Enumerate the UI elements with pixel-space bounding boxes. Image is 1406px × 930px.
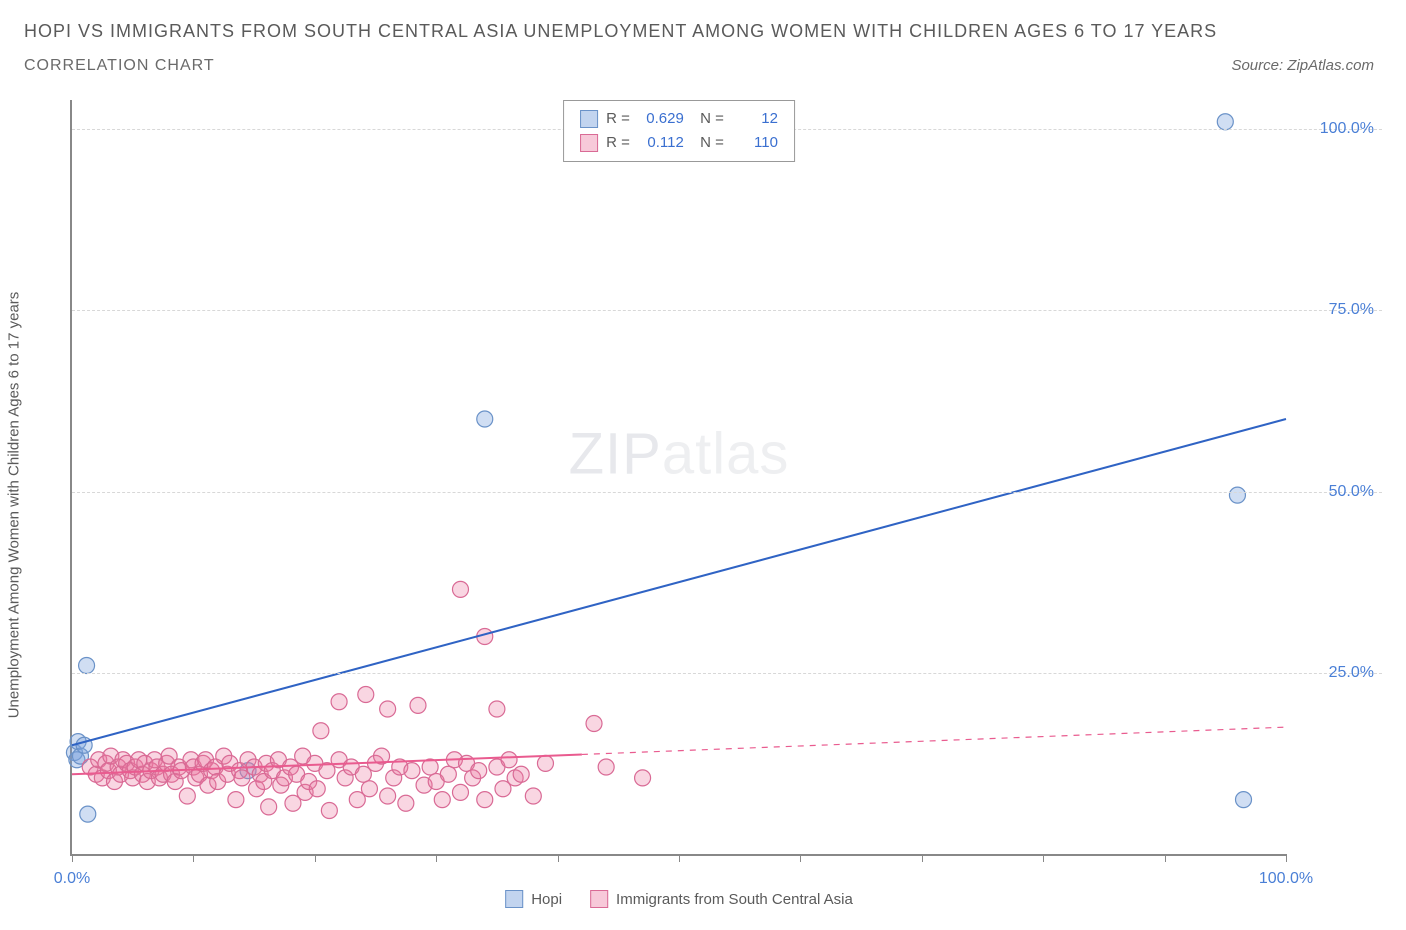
- swatch-pink-icon: [580, 134, 598, 152]
- x-tick: [679, 854, 680, 862]
- x-tick: [72, 854, 73, 862]
- data-point: [1217, 114, 1233, 130]
- gridline: [72, 492, 1382, 493]
- y-axis-label: Unemployment Among Women with Children A…: [6, 292, 23, 719]
- source-attribution: Source: ZipAtlas.com: [1231, 57, 1382, 74]
- stat-r-value-hopi: 0.629: [638, 107, 684, 131]
- x-tick-label: 100.0%: [1259, 870, 1313, 888]
- chart-subtitle: CORRELATION CHART: [24, 57, 215, 75]
- data-point: [321, 803, 337, 819]
- x-tick: [436, 854, 437, 862]
- data-point: [525, 788, 541, 804]
- data-point: [1229, 487, 1245, 503]
- legend-label-immigrants: Immigrants from South Central Asia: [616, 891, 853, 908]
- stat-n-value-immigrants: 110: [732, 131, 778, 155]
- legend-item-immigrants: Immigrants from South Central Asia: [590, 890, 853, 908]
- data-point: [309, 781, 325, 797]
- data-point: [440, 766, 456, 782]
- data-point: [598, 759, 614, 775]
- data-point: [228, 792, 244, 808]
- x-tick: [1043, 854, 1044, 862]
- x-tick: [558, 854, 559, 862]
- stat-r-label: R =: [606, 131, 630, 155]
- data-point: [635, 770, 651, 786]
- chart-header: HOPI VS IMMIGRANTS FROM SOUTH CENTRAL AS…: [0, 0, 1406, 75]
- legend-item-hopi: Hopi: [505, 890, 562, 908]
- x-tick: [315, 854, 316, 862]
- data-point: [477, 792, 493, 808]
- x-tick: [922, 854, 923, 862]
- trend-line-dashed: [582, 727, 1286, 754]
- swatch-pink-icon: [590, 890, 608, 908]
- plot-region: R = 0.629 N = 12 R = 0.112 N = 110 ZIPat…: [70, 100, 1286, 856]
- stats-row-hopi: R = 0.629 N = 12: [580, 107, 778, 131]
- x-tick: [1165, 854, 1166, 862]
- stat-n-label: N =: [692, 131, 724, 155]
- data-point: [434, 792, 450, 808]
- x-tick: [193, 854, 194, 862]
- data-point: [380, 701, 396, 717]
- data-point: [586, 716, 602, 732]
- chart-area: Unemployment Among Women with Children A…: [24, 100, 1382, 910]
- legend-label-hopi: Hopi: [531, 891, 562, 908]
- data-point: [404, 763, 420, 779]
- bottom-legend: Hopi Immigrants from South Central Asia: [505, 890, 853, 908]
- data-point: [489, 701, 505, 717]
- data-point: [513, 766, 529, 782]
- stat-r-value-immigrants: 0.112: [638, 131, 684, 155]
- stat-r-label: R =: [606, 107, 630, 131]
- data-point: [261, 799, 277, 815]
- data-point: [313, 723, 329, 739]
- data-point: [358, 687, 374, 703]
- data-point: [380, 788, 396, 804]
- data-point: [1236, 792, 1252, 808]
- y-tick-label: 50.0%: [1329, 483, 1374, 501]
- x-tick-label: 0.0%: [54, 870, 90, 888]
- x-tick: [1286, 854, 1287, 862]
- data-point: [471, 763, 487, 779]
- y-tick-label: 100.0%: [1320, 120, 1374, 138]
- data-point: [501, 752, 517, 768]
- gridline: [72, 310, 1382, 311]
- stats-row-immigrants: R = 0.112 N = 110: [580, 131, 778, 155]
- data-point: [361, 781, 377, 797]
- chart-title: HOPI VS IMMIGRANTS FROM SOUTH CENTRAL AS…: [24, 18, 1382, 45]
- swatch-blue-icon: [505, 890, 523, 908]
- data-point: [537, 755, 553, 771]
- data-point: [79, 658, 95, 674]
- data-point: [410, 697, 426, 713]
- data-point: [477, 411, 493, 427]
- x-tick: [800, 854, 801, 862]
- data-point: [452, 581, 468, 597]
- swatch-blue-icon: [580, 110, 598, 128]
- data-point: [452, 784, 468, 800]
- data-point: [398, 795, 414, 811]
- stat-n-label: N =: [692, 107, 724, 131]
- data-point: [80, 806, 96, 822]
- data-point: [331, 694, 347, 710]
- subtitle-row: CORRELATION CHART Source: ZipAtlas.com: [24, 57, 1382, 75]
- data-point: [179, 788, 195, 804]
- stats-legend-box: R = 0.629 N = 12 R = 0.112 N = 110: [563, 100, 795, 162]
- y-tick-label: 75.0%: [1329, 301, 1374, 319]
- trend-line: [72, 419, 1286, 745]
- stat-n-value-hopi: 12: [732, 107, 778, 131]
- y-tick-label: 25.0%: [1329, 664, 1374, 682]
- gridline: [72, 673, 1382, 674]
- scatter-svg: [72, 100, 1286, 854]
